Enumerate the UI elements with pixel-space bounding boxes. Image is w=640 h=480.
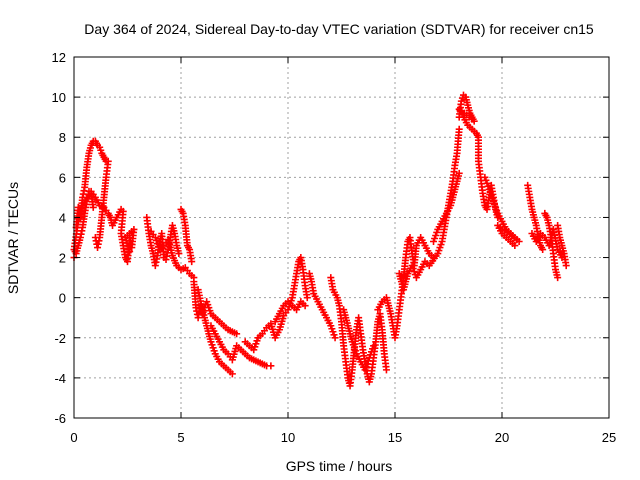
y-tick-label: 12 [52,50,66,65]
data-point [303,294,311,302]
data-point [382,366,390,374]
data-point [233,330,241,338]
data-point [511,242,519,250]
data-point [228,370,236,378]
x-tick-label: 5 [177,430,184,445]
x-axis-label: GPS time / hours [286,458,393,474]
y-tick-label: 0 [59,291,66,306]
data-point [91,234,99,241]
x-tick-label: 10 [281,430,295,445]
data-point [267,362,275,370]
data-point [188,258,196,266]
data-point [301,302,309,310]
chart-title: Day 364 of 2024, Sidereal Day-to-day VTE… [84,21,594,37]
axis-ticks: 0 5 10 15 20 25 -6 -4 -2 0 2 4 6 8 10 12 [52,50,617,445]
gridlines [74,57,609,418]
plot-frame [73,56,610,419]
data-point [455,125,463,133]
data-point [331,334,339,342]
x-tick-label: 25 [602,430,616,445]
y-axis-label: SDTVAR / TECUs [5,182,21,294]
y-tick-label: 8 [59,130,66,145]
data-point [126,248,134,256]
y-tick-label: 2 [59,251,66,266]
x-tick-label: 15 [388,430,402,445]
data-point [554,274,562,282]
y-tick-label: 6 [59,170,66,185]
data-point [455,169,463,177]
data-series [70,91,570,390]
data-point [558,254,566,262]
y-tick-label: -6 [54,411,66,426]
data-point [175,250,183,258]
y-tick-label: 10 [52,90,66,105]
data-point [539,246,547,254]
x-tick-label: 20 [495,430,509,445]
y-tick-label: -2 [54,331,66,346]
x-tick-label: 0 [70,430,77,445]
data-point [370,342,378,350]
y-tick-label: -4 [54,371,66,386]
y-tick-label: 4 [59,210,66,225]
data-point [562,262,570,270]
